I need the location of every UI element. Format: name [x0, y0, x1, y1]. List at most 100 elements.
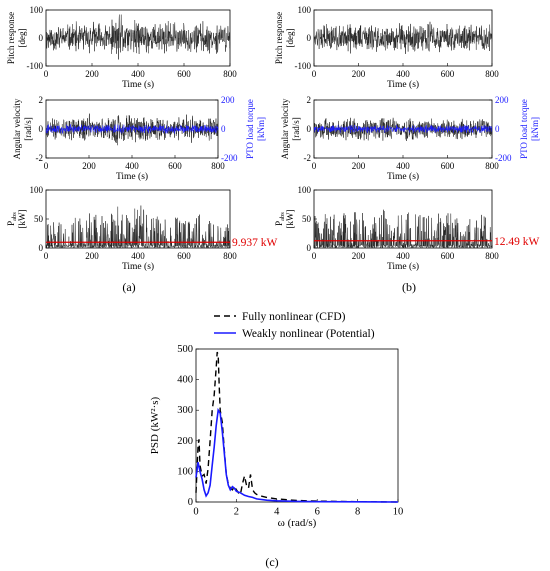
y-tick-label: 0 — [39, 124, 44, 134]
x-tick-label: 600 — [441, 161, 455, 171]
chart-a-power: 0 200 400 600 800 0 50 100 Time (s) 9.937 kW Pabs[… — [6, 185, 278, 272]
y2-tick-label: 0 — [221, 124, 226, 134]
x-tick-label: 800 — [223, 69, 237, 79]
y-axis-label: Pitch response[deg] — [274, 12, 295, 64]
x-tick-label: 800 — [485, 69, 499, 79]
x-tick-label: 0 — [312, 161, 317, 171]
panel-label-c: (c) — [265, 555, 278, 569]
y-tick-label: 50 — [302, 214, 312, 224]
y-tick-label: 200 — [177, 436, 193, 447]
pitch-series-line — [45, 14, 231, 60]
x-axis-label: Time (s) — [122, 79, 154, 90]
y-axis-label: Angular velocity[rad/s] — [280, 98, 301, 159]
x-tick-label: 0 — [312, 251, 317, 261]
y-tick-label: 100 — [30, 185, 44, 195]
y-tick-label: 2 — [307, 95, 312, 105]
x-tick-label: 800 — [485, 161, 499, 171]
x-tick-label: 0 — [44, 161, 49, 171]
y-tick-label: 0 — [307, 243, 312, 253]
chart-b-power: 0 200 400 600 800 0 50 100 Time (s) 12.49 kW Pabs[… — [274, 185, 540, 272]
x-axis-label: Time (s) — [387, 261, 419, 272]
y-tick-label: -2 — [304, 153, 312, 163]
panel-label-b: (b) — [402, 280, 416, 294]
psd-cfd-line — [195, 351, 399, 503]
psd-potential-line — [195, 407, 399, 503]
y2-tick-label: 200 — [495, 95, 509, 105]
plot-frame — [195, 348, 399, 503]
angular-velocity-line — [313, 117, 493, 142]
x-tick-label: 0 — [44, 69, 49, 79]
x-tick-label: 600 — [177, 69, 191, 79]
x-tick-label: 4 — [274, 507, 280, 518]
mean-power-label: 12.49 kW — [494, 236, 540, 248]
x-axis-label: Time (s) — [122, 261, 154, 272]
pto-torque-line — [45, 124, 219, 134]
panel-label-a: (a) — [122, 280, 135, 294]
y-tick-label: 500 — [177, 344, 193, 355]
y-axis-label: Angular velocity[rad/s] — [12, 98, 33, 159]
x-axis-label: Time (s) — [387, 171, 419, 182]
x-tick-label: 600 — [177, 251, 191, 261]
x-tick-label: 200 — [352, 251, 366, 261]
x-tick-label: 0 — [312, 69, 317, 79]
x-tick-label: 600 — [168, 161, 182, 171]
y2-tick-label: 200 — [221, 95, 235, 105]
x-tick-label: 10 — [393, 507, 404, 518]
x-tick-label: 600 — [441, 251, 455, 261]
x-tick-label: 200 — [82, 161, 96, 171]
x-tick-label: 400 — [131, 69, 145, 79]
x-axis-label: Time (s) — [116, 171, 148, 182]
x-tick-label: 200 — [85, 251, 99, 261]
power-series-line — [313, 209, 493, 249]
y-tick-label: 50 — [34, 214, 44, 224]
pitch-series-line — [313, 21, 493, 54]
x-tick-label: 0 — [193, 507, 198, 518]
mean-power-label: 9.937 kW — [232, 237, 278, 249]
y-tick-label: 0 — [307, 33, 312, 43]
x-tick-label: 6 — [315, 507, 320, 518]
x-tick-label: 800 — [223, 251, 237, 261]
y-tick-label: -100 — [295, 61, 312, 71]
x-tick-label: 400 — [396, 251, 410, 261]
y-axis-label: PSD (kW²·s) — [149, 396, 161, 454]
y2-axis-label: PTO load torque[kNm] — [245, 99, 266, 159]
pto-torque-line — [313, 124, 493, 134]
x-tick-label: 200 — [352, 69, 366, 79]
y2-tick-label: 0 — [495, 124, 500, 134]
power-series-line — [45, 205, 231, 249]
legend-label: Fully nonlinear (CFD) — [242, 311, 346, 323]
y-axis-label: Pabs[kW] — [274, 210, 295, 229]
y2-axis-label: PTO load torque[kNm] — [519, 99, 540, 159]
y-tick-label: 400 — [177, 375, 193, 386]
y-tick-label: 100 — [298, 185, 312, 195]
x-tick-label: 200 — [85, 69, 99, 79]
y-tick-label: 0 — [188, 497, 193, 508]
x-tick-label: 2 — [234, 507, 239, 518]
y-tick-label: 0 — [39, 33, 44, 43]
y-tick-label: 2 — [39, 95, 44, 105]
y-tick-label: 100 — [177, 466, 193, 477]
y-tick-label: 0 — [307, 124, 312, 134]
x-axis-label: ω (rad/s) — [278, 517, 317, 529]
x-axis-label: Time (s) — [387, 79, 419, 90]
legend-label: Weakly nonlinear (Potential) — [242, 328, 375, 340]
x-tick-label: 800 — [211, 161, 225, 171]
y-tick-label: 300 — [177, 405, 193, 416]
x-tick-label: 0 — [44, 251, 49, 261]
x-tick-label: 800 — [485, 251, 499, 261]
y-tick-label: -2 — [36, 153, 44, 163]
y-axis-label: Pabs[kW] — [6, 210, 27, 229]
x-tick-label: 8 — [355, 507, 360, 518]
x-tick-label: 200 — [352, 161, 366, 171]
y2-tick-label: -200 — [221, 153, 238, 163]
y-tick-label: 0 — [39, 243, 44, 253]
x-tick-label: 400 — [396, 69, 410, 79]
x-tick-label: 400 — [396, 161, 410, 171]
y-axis-label: Pitch response[deg] — [6, 12, 27, 64]
x-tick-label: 400 — [125, 161, 139, 171]
